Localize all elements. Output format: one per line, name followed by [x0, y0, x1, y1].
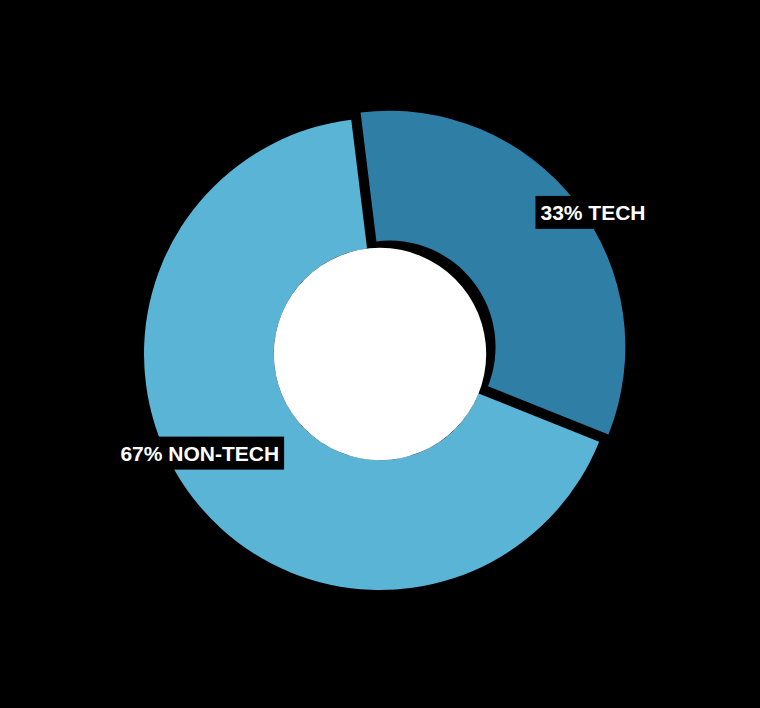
label-box [535, 196, 650, 229]
data-label: 33% TECH [540, 201, 645, 224]
data-label: 67% NON-TECH [120, 442, 279, 465]
donut-wedge [144, 120, 599, 590]
label-box [115, 437, 284, 470]
data-label-group: 33% TECH [535, 196, 650, 229]
chart-container: 33% TECH 67% NON-TECH [0, 0, 760, 708]
data-label-group: 67% NON-TECH [115, 437, 284, 470]
background [0, 0, 760, 708]
wedges [144, 111, 625, 590]
donut-hole [274, 248, 486, 460]
chart-svg: 33% TECH 67% NON-TECH [0, 0, 760, 708]
